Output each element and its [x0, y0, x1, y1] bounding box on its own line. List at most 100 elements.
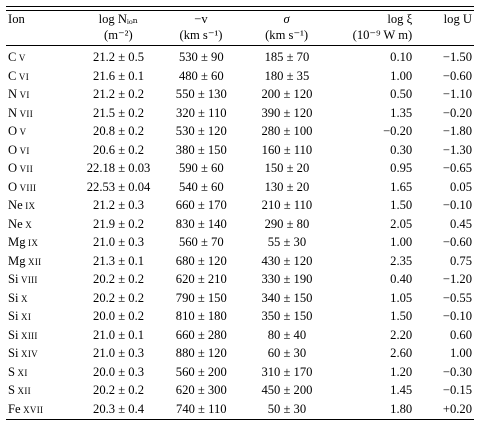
header-velocity-unit: (km s⁻¹): [179, 27, 223, 42]
cell-sigma: 180 ± 35: [264, 68, 310, 83]
header-sigma: σ: [283, 11, 290, 26]
cell-log-xi: 2.05: [390, 216, 413, 231]
cell-ion: O vi: [8, 142, 30, 157]
cell-log-u: +0.20: [442, 401, 472, 416]
cell-log-n-ion: 21.0 ± 0.1: [93, 327, 145, 342]
ion-table-container: Ion log Nᵢₒₙ −v σ log ξ log U (m⁻²) (km …: [6, 6, 474, 420]
cell-log-u: −0.60: [442, 235, 472, 250]
ion-parameters-body-table: C v 21.2 ± 0.5 530 ± 90 185 ± 70 0.10 −1.50 C …: [6, 48, 474, 418]
table-row: O viii 22.53 ± 0.04 540 ± 60 130 ± 20 1.65 0.…: [6, 178, 474, 197]
cell-velocity: 810 ± 180: [175, 309, 227, 324]
cell-log-n-ion: 20.2 ± 0.2: [93, 290, 145, 305]
cell-ion: Si xiii: [8, 327, 38, 342]
bottom-rule: [6, 419, 474, 420]
cell-velocity: 540 ± 60: [178, 179, 224, 194]
cell-log-n-ion: 20.2 ± 0.2: [93, 383, 145, 398]
table-row: O vi 20.6 ± 0.2 380 ± 150 160 ± 110 0.30 −1.3…: [6, 141, 474, 160]
cell-sigma: 450 ± 200: [261, 383, 313, 398]
header-log-xi: log ξ: [387, 11, 413, 26]
cell-velocity: 660 ± 170: [175, 198, 227, 213]
cell-velocity: 660 ± 280: [175, 327, 227, 342]
cell-ion: N vii: [8, 105, 34, 120]
cell-sigma: 390 ± 120: [261, 105, 313, 120]
cell-log-n-ion: 21.6 ± 0.1: [93, 68, 145, 83]
cell-ion: O v: [8, 124, 27, 139]
cell-ion: Fe xvii: [8, 401, 44, 416]
cell-log-n-ion: 20.0 ± 0.3: [93, 364, 145, 379]
cell-sigma: 280 ± 100: [261, 124, 313, 139]
cell-log-u: −1.30: [442, 142, 472, 157]
cell-sigma: 200 ± 120: [261, 87, 313, 102]
table-body: C v 21.2 ± 0.5 530 ± 90 185 ± 70 0.10 −1.50 C …: [6, 48, 474, 418]
cell-log-n-ion: 21.9 ± 0.2: [93, 216, 145, 231]
table-row: Mg xii 21.3 ± 0.1 680 ± 120 430 ± 120 2.35 0.…: [6, 252, 474, 271]
cell-sigma: 340 ± 150: [261, 290, 313, 305]
header-row-1: Ion log Nᵢₒₙ −v σ log ξ log U: [6, 11, 474, 27]
cell-sigma: 55 ± 30: [267, 235, 307, 250]
cell-log-u: −0.60: [442, 68, 472, 83]
header-sigma-unit: (km s⁻¹): [265, 27, 309, 42]
cell-log-n-ion: 20.2 ± 0.2: [93, 272, 145, 287]
table-row: Si xi 20.0 ± 0.2 810 ± 180 350 ± 150 1.50 −0.…: [6, 307, 474, 326]
cell-ion: N vi: [8, 87, 30, 102]
cell-log-u: −1.50: [442, 50, 472, 65]
cell-log-u: −0.15: [442, 383, 472, 398]
cell-sigma: 330 ± 190: [261, 272, 313, 287]
cell-log-u: 0.05: [449, 179, 472, 194]
cell-ion: Mg ix: [8, 235, 39, 250]
cell-log-u: −0.20: [442, 105, 472, 120]
table-row: Si viii 20.2 ± 0.2 620 ± 210 330 ± 190 0.40 −…: [6, 270, 474, 289]
cell-log-xi: 0.40: [390, 272, 413, 287]
cell-log-xi: 1.20: [390, 364, 413, 379]
cell-log-n-ion: 20.6 ± 0.2: [93, 142, 145, 157]
header-log-xi-unit: (10⁻⁹ W m): [352, 27, 413, 42]
cell-log-n-ion: 20.3 ± 0.4: [93, 401, 145, 416]
cell-log-n-ion: 21.2 ± 0.3: [93, 198, 145, 213]
cell-sigma: 310 ± 170: [261, 364, 313, 379]
cell-log-xi: 0.95: [390, 161, 413, 176]
header-row-2: (m⁻²) (km s⁻¹) (km s⁻¹) (10⁻⁹ W m): [6, 27, 474, 43]
cell-log-u: −1.20: [442, 272, 472, 287]
cell-log-n-ion: 20.0 ± 0.2: [93, 309, 145, 324]
cell-log-n-ion: 21.5 ± 0.2: [93, 105, 145, 120]
cell-log-n-ion: 21.0 ± 0.3: [93, 346, 145, 361]
cell-log-u: 0.45: [449, 216, 472, 231]
table-row: O v 20.8 ± 0.2 530 ± 120 280 ± 100 −0.20 −1.8…: [6, 122, 474, 141]
cell-velocity: 530 ± 120: [175, 124, 227, 139]
cell-log-u: −0.10: [442, 309, 472, 324]
cell-log-xi: 2.20: [390, 327, 413, 342]
table-row: S xii 20.2 ± 0.2 620 ± 300 450 ± 200 1.45 −0.…: [6, 381, 474, 400]
header-log-u: log U: [443, 11, 472, 26]
cell-ion: Ne x: [8, 216, 33, 231]
cell-sigma: 150 ± 20: [264, 161, 310, 176]
cell-log-u: −1.10: [442, 87, 472, 102]
ion-parameters-table: Ion log Nᵢₒₙ −v σ log ξ log U (m⁻²) (km …: [6, 11, 474, 43]
cell-log-u: 0.60: [449, 327, 472, 342]
cell-velocity: 790 ± 150: [175, 290, 227, 305]
table-row: C vi 21.6 ± 0.1 480 ± 60 180 ± 35 1.00 −0.60: [6, 67, 474, 86]
table-row: Ne ix 21.2 ± 0.3 660 ± 170 210 ± 110 1.50 −0.…: [6, 196, 474, 215]
cell-sigma: 50 ± 30: [267, 401, 307, 416]
cell-log-u: −0.55: [442, 290, 472, 305]
table-row: N vi 21.2 ± 0.2 550 ± 130 200 ± 120 0.50 −1.1…: [6, 85, 474, 104]
cell-log-xi: 1.65: [390, 179, 413, 194]
cell-ion: Mg xii: [8, 253, 42, 268]
cell-ion: Si xiv: [8, 346, 38, 361]
cell-log-xi: 1.00: [390, 235, 413, 250]
table-row: O vii 22.18 ± 0.03 590 ± 60 150 ± 20 0.95 −0.…: [6, 159, 474, 178]
cell-log-n-ion: 21.3 ± 0.1: [93, 253, 145, 268]
cell-velocity: 880 ± 120: [175, 346, 227, 361]
cell-log-xi: 2.35: [390, 253, 413, 268]
cell-velocity: 560 ± 70: [178, 235, 224, 250]
cell-ion: S xii: [8, 383, 31, 398]
cell-log-xi: 1.50: [390, 198, 413, 213]
cell-log-u: 0.75: [449, 253, 472, 268]
cell-sigma: 160 ± 110: [261, 142, 313, 157]
header-log-n-ion: log Nᵢₒₙ: [98, 11, 139, 26]
cell-sigma: 185 ± 70: [264, 50, 310, 65]
cell-log-xi: 1.05: [390, 290, 413, 305]
cell-sigma: 60 ± 30: [267, 346, 307, 361]
cell-sigma: 210 ± 110: [261, 198, 313, 213]
cell-log-n-ion: 21.2 ± 0.5: [93, 50, 145, 65]
cell-log-xi: 1.35: [390, 105, 413, 120]
